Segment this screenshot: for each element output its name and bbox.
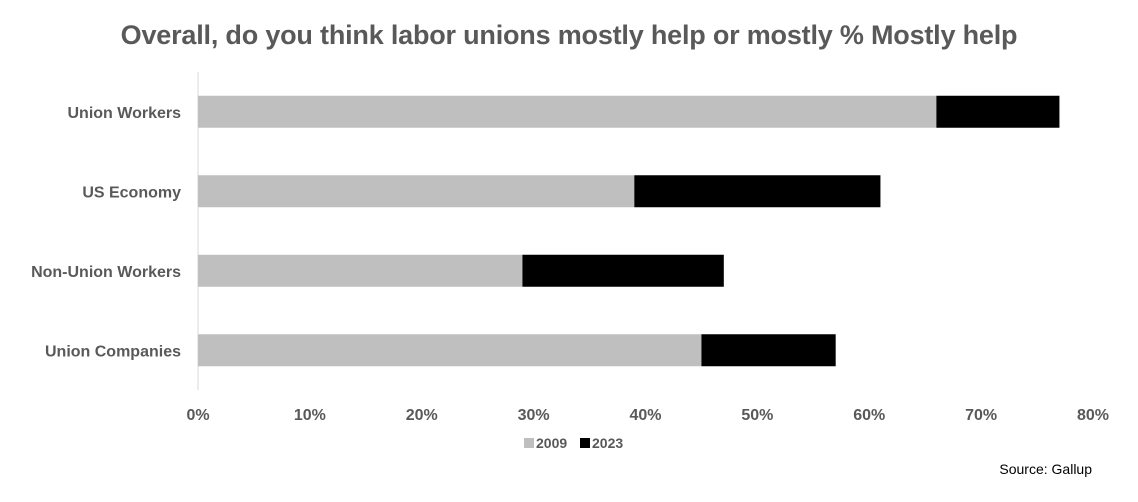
bar-2009-union-companies: [198, 334, 702, 367]
category-label: Non-Union Workers: [31, 264, 181, 281]
legend-swatch-2009: [524, 438, 534, 448]
bar-2023-union-companies: [701, 334, 836, 367]
x-tick-label: 10%: [294, 407, 326, 424]
legend-label-2023: 2023: [592, 435, 623, 451]
category-label: US Economy: [82, 184, 181, 201]
bar-2023-us-economy: [634, 175, 881, 208]
x-tick-label: 20%: [406, 407, 438, 424]
bar-2023-union-workers: [936, 95, 1060, 128]
category-label: Union Companies: [45, 343, 181, 360]
legend-swatch-2023: [580, 438, 590, 448]
x-tick-label: 80%: [1077, 407, 1109, 424]
bar-2009-union-workers: [198, 95, 937, 128]
bar-2009-us-economy: [198, 175, 635, 208]
x-tick-label: 70%: [965, 407, 997, 424]
chart-title: Overall, do you think labor unions mostl…: [120, 20, 1018, 50]
x-tick-label: 40%: [629, 407, 661, 424]
legend-label-2009: 2009: [536, 435, 567, 451]
x-tick-label: 0%: [186, 407, 209, 424]
source-note: Source: Gallup: [999, 461, 1092, 477]
x-tick-label: 60%: [853, 407, 885, 424]
x-tick-label: 30%: [518, 407, 550, 424]
bar-2009-non-union-workers: [198, 254, 523, 287]
bar-2023-non-union-workers: [522, 254, 724, 287]
category-label: Union Workers: [68, 105, 182, 122]
x-tick-label: 50%: [741, 407, 773, 424]
